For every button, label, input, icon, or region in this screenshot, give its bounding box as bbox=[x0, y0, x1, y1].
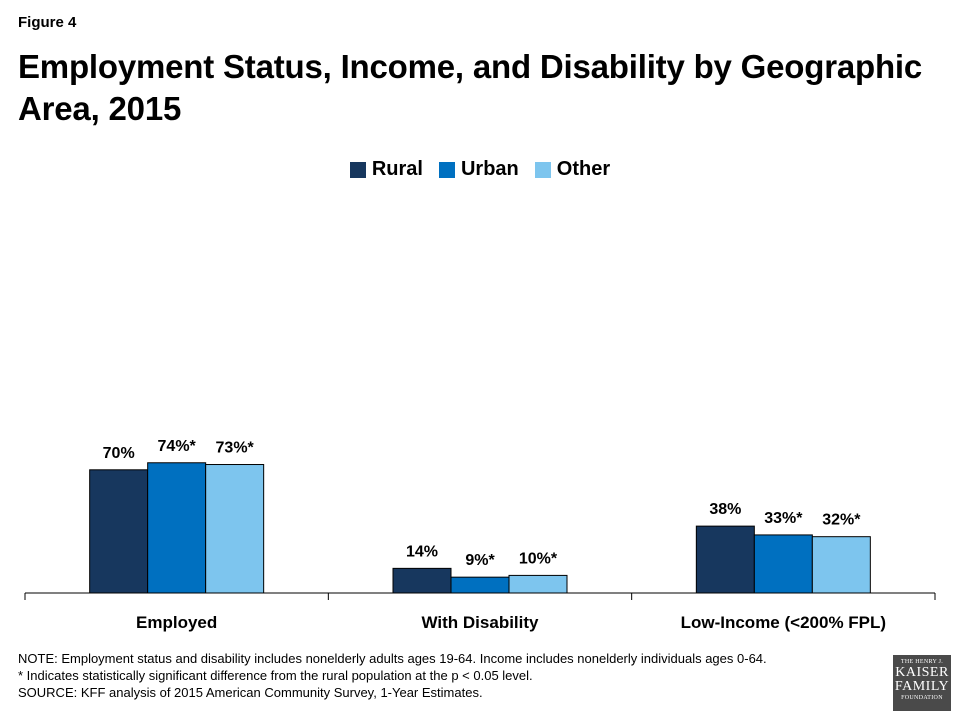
data-label-rural-with-disability: 14% bbox=[406, 543, 438, 560]
bar-chart: 70% 74%* 73%* Employed 14% 9%* 10%* With Disabi… bbox=[24, 438, 936, 632]
legend-item-urban: Urban bbox=[438, 158, 519, 181]
kff-logo: THE HENRY J. KAISER FAMILY FOUNDATION bbox=[893, 655, 951, 711]
data-label-urban-low-income-200-fpl: 33%* bbox=[764, 510, 803, 527]
legend-swatch-urban bbox=[438, 161, 455, 178]
bar-rural-with-disability bbox=[392, 567, 452, 594]
data-label-other-employed: 73%* bbox=[216, 440, 255, 457]
x-tick-label-low-income-200-fpl: Low-Income (<200% FPL) bbox=[681, 613, 886, 632]
legend-item-rural: Rural bbox=[349, 158, 423, 181]
bar-rural-low-income-200-fpl bbox=[695, 525, 755, 594]
data-label-rural-low-income-200-fpl: 38% bbox=[709, 501, 741, 518]
bar-other-low-income-200-fpl bbox=[811, 536, 871, 594]
bar-other-employed bbox=[205, 464, 265, 594]
bar-urban-employed bbox=[147, 462, 207, 594]
chart-notes: NOTE: Employment status and disability i… bbox=[18, 650, 878, 701]
x-tick-label-with-disability: With Disability bbox=[422, 613, 540, 632]
data-label-urban-with-disability: 9%* bbox=[465, 552, 495, 569]
legend-label-urban: Urban bbox=[460, 158, 519, 180]
legend-swatch-other bbox=[534, 161, 551, 178]
bar-rural-employed bbox=[89, 469, 149, 594]
bar-other-with-disability bbox=[508, 574, 568, 594]
x-tick-label-employed: Employed bbox=[136, 613, 217, 632]
data-label-rural-employed: 70% bbox=[103, 445, 135, 462]
chart-legend: Rural Urban Other bbox=[0, 158, 960, 181]
source-note: SOURCE: KFF analysis of 2015 American Co… bbox=[18, 685, 483, 700]
bar-urban-with-disability bbox=[450, 576, 510, 594]
chart-title: Employment Status, Income, and Disabilit… bbox=[18, 48, 923, 127]
figure-label: Figure 4 bbox=[18, 14, 77, 31]
bar-urban-low-income-200-fpl bbox=[753, 534, 813, 594]
data-label-other-with-disability: 10%* bbox=[519, 550, 558, 567]
legend-label-rural: Rural bbox=[371, 158, 423, 180]
data-label-urban-employed: 74%* bbox=[158, 438, 197, 455]
legend-item-other: Other bbox=[534, 158, 611, 181]
note-line: NOTE: Employment status and disability i… bbox=[18, 651, 767, 666]
significance-note: * Indicates statistically significant di… bbox=[18, 668, 533, 683]
data-label-other-low-income-200-fpl: 32%* bbox=[822, 512, 861, 529]
legend-label-other: Other bbox=[556, 158, 611, 180]
legend-swatch-rural bbox=[349, 161, 366, 178]
